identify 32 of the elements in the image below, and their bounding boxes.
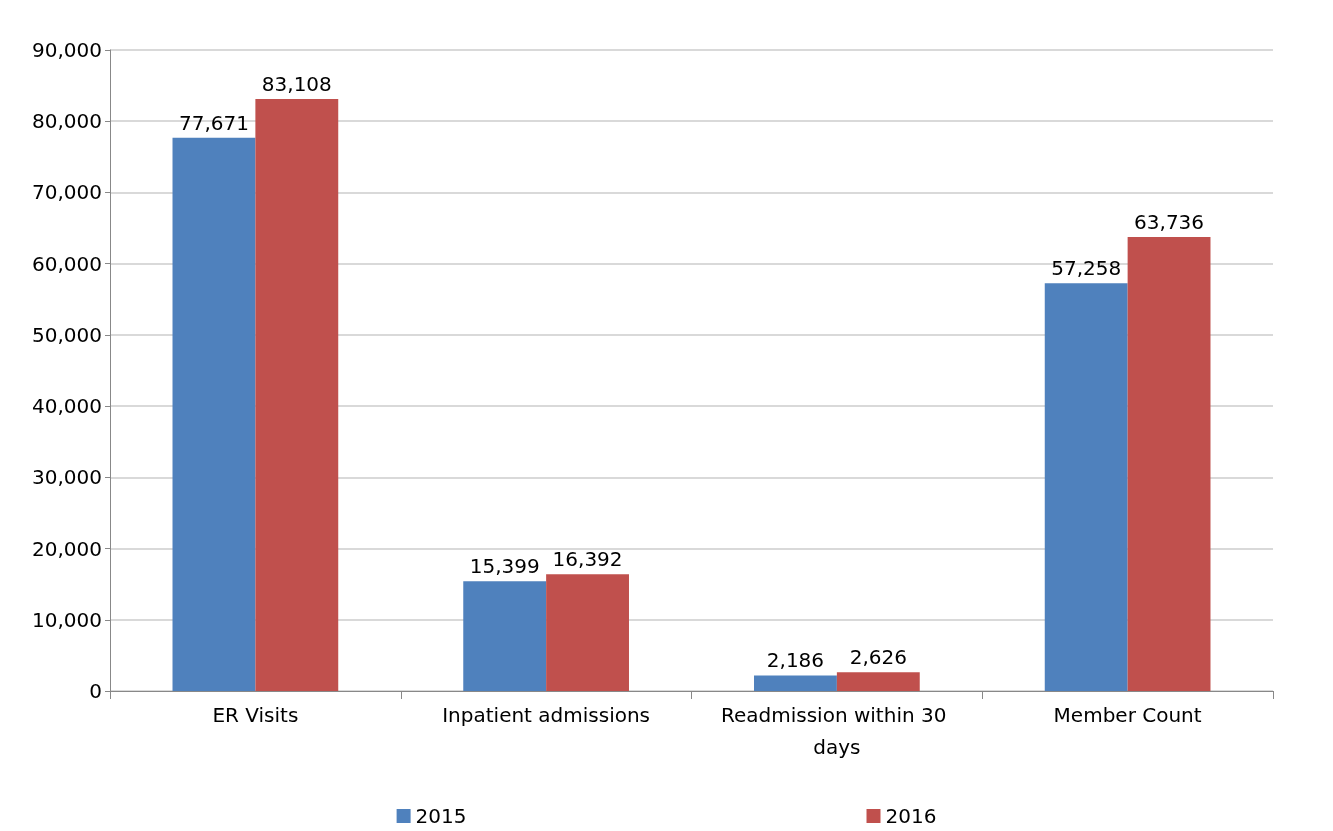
y-tick-label: 40,000 bbox=[32, 394, 102, 419]
data-label: 77,671 bbox=[178, 110, 249, 135]
bar bbox=[1127, 237, 1211, 691]
y-tick-label: 70,000 bbox=[32, 180, 102, 205]
data-label: 83,108 bbox=[261, 72, 332, 97]
x-tick-label: ER Visits bbox=[212, 703, 299, 727]
y-tick-label: 10,000 bbox=[32, 607, 102, 632]
data-label: 16,392 bbox=[552, 547, 623, 572]
y-tick-label: 30,000 bbox=[32, 465, 102, 490]
y-tick-label: 50,000 bbox=[32, 322, 102, 347]
y-tick-label: 60,000 bbox=[32, 251, 102, 276]
y-tick-label: 90,000 bbox=[32, 38, 102, 62]
y-tick-label: 20,000 bbox=[32, 536, 102, 561]
legend-label: 2016 bbox=[885, 804, 937, 828]
bar bbox=[172, 137, 256, 691]
bar bbox=[546, 574, 629, 691]
data-label: 63,736 bbox=[1134, 210, 1205, 235]
bar bbox=[836, 672, 920, 691]
data-label: 2,626 bbox=[849, 645, 907, 670]
bar bbox=[255, 99, 339, 691]
data-label: 15,399 bbox=[469, 554, 540, 579]
bar bbox=[754, 675, 837, 691]
y-tick-label: 0 bbox=[89, 679, 102, 703]
x-tick-label: Inpatient admissions bbox=[442, 703, 651, 727]
x-tick-label: Member Count bbox=[1053, 703, 1202, 727]
legend-label: 2015 bbox=[415, 804, 467, 828]
bar bbox=[1044, 283, 1128, 691]
y-tick-label: 80,000 bbox=[32, 109, 102, 134]
bar bbox=[463, 581, 547, 691]
x-tick-label: Readmission within 30 days bbox=[720, 703, 953, 759]
data-label: 2,186 bbox=[766, 648, 825, 673]
data-label: 57,258 bbox=[1051, 256, 1122, 281]
